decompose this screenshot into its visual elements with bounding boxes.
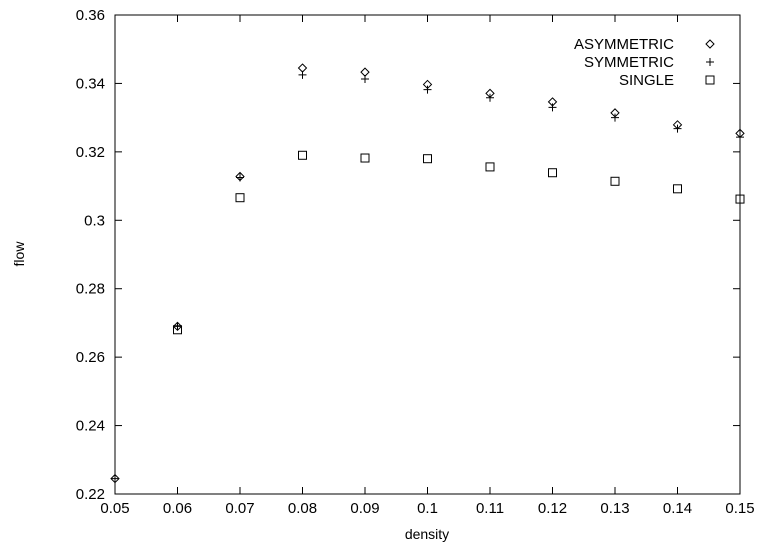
data-point-single <box>735 194 745 204</box>
tick-labels: 0.05 0.06 0.07 0.08 0.09 0.1 0.11 0.12 0.13 0.14 0… <box>76 7 755 517</box>
data-point-single <box>235 193 245 203</box>
legend-label-asymmetric: ASYMMETRIC <box>574 36 674 53</box>
data-point-symmetric <box>236 173 244 182</box>
x-tick-label: 0.07 <box>225 500 254 517</box>
y-tick-label: 0.28 <box>76 281 105 298</box>
data-point-single <box>360 153 370 163</box>
data-point-single <box>485 162 495 172</box>
x-axis-label: density <box>405 526 449 542</box>
data-point-symmetric <box>486 93 494 102</box>
legend-marker-single <box>705 75 715 85</box>
x-tick-label: 0.08 <box>288 500 317 517</box>
series-asymmetric <box>110 63 745 484</box>
legend-marker-symmetric <box>706 58 714 66</box>
data-point-single <box>423 154 432 164</box>
data-point-symmetric <box>736 133 744 142</box>
y-tick-label: 0.26 <box>76 349 105 366</box>
x-tick-label: 0.1 <box>417 500 438 517</box>
x-tick-label: 0.06 <box>163 500 192 517</box>
x-tick-label: 0.11 <box>476 500 504 517</box>
y-tick-label: 0.36 <box>76 7 105 24</box>
series-symmetric <box>111 70 744 483</box>
y-tick-label: 0.34 <box>76 75 105 92</box>
data-point-symmetric <box>673 124 682 133</box>
axis-ticks <box>114 14 741 495</box>
y-tick-label: 0.3 <box>84 212 105 229</box>
data-point-symmetric <box>298 70 307 79</box>
series-single <box>173 150 745 335</box>
data-point-single <box>673 184 682 194</box>
x-tick-label: 0.14 <box>663 500 692 517</box>
y-tick-label: 0.22 <box>76 486 105 503</box>
data-point-single <box>298 150 307 160</box>
data-point-symmetric <box>548 103 557 112</box>
legend-marker-asymmetric <box>705 39 715 49</box>
x-tick-label: 0.13 <box>600 500 629 517</box>
data-point-single <box>173 325 182 335</box>
data-series <box>110 63 745 484</box>
x-tick-label: 0.15 <box>725 500 754 517</box>
x-tick-label: 0.09 <box>350 500 379 517</box>
legend-label-symmetric: SYMMETRIC <box>584 54 674 71</box>
data-point-symmetric <box>361 74 369 83</box>
data-point-symmetric <box>611 113 619 122</box>
y-axis-label: flow <box>11 241 27 267</box>
data-point-symmetric <box>423 85 432 94</box>
data-point-single <box>610 176 620 186</box>
y-tick-label: 0.32 <box>76 144 105 161</box>
x-tick-label: 0.12 <box>538 500 567 517</box>
y-tick-label: 0.24 <box>76 418 105 435</box>
data-point-single <box>548 168 557 178</box>
x-tick-label: 0.05 <box>100 500 129 517</box>
data-point-symmetric <box>111 474 119 483</box>
data-point-symmetric <box>173 322 182 331</box>
data-point-asymmetric <box>297 63 308 73</box>
legend-label-single: SINGLE <box>619 72 674 89</box>
data-point-asymmetric <box>360 67 370 77</box>
